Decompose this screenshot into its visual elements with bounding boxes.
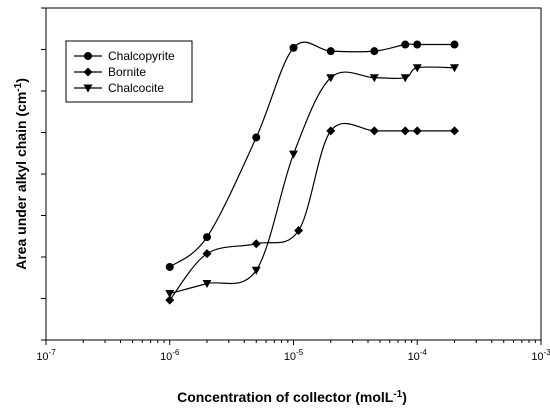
legend-item-bornite: Bornite (74, 65, 146, 79)
series-bornite (165, 122, 460, 305)
y-axis (41, 7, 46, 341)
x-tick-label-0: 10-7 (36, 348, 56, 363)
data-point-bornite (202, 249, 212, 259)
data-point-chalcocite (412, 64, 422, 73)
data-point-chalcocite (289, 150, 298, 159)
data-point-chalcopyrite (401, 40, 410, 49)
legend-marker-chalcopyrite (84, 52, 92, 60)
series-chalcopyrite (165, 40, 459, 271)
x-axis: 10-7 10-6 10-5 10-4 10-3 (36, 340, 550, 363)
legend-marker-chalcocite (83, 84, 93, 93)
x-tick-label-4: 10-3 (531, 348, 550, 363)
data-point-bornite (412, 126, 422, 136)
data-point-chalcopyrite (203, 233, 212, 242)
data-point-bornite (326, 126, 336, 136)
series-line-chalcocite (169, 66, 455, 295)
legend-item-chalcopyrite: Chalcopyrite (74, 49, 175, 63)
data-point-bornite (251, 239, 261, 249)
data-point-chalcocite (369, 74, 379, 83)
data-point-chalcocite (251, 266, 261, 275)
legend-label-chalcocite: Chalcocite (108, 81, 164, 95)
legend: Chalcopyrite Bornite Chalcocite (65, 40, 193, 103)
data-point-chalcopyrite (289, 43, 298, 52)
series-chalcocite (165, 64, 460, 299)
data-point-chalcocite (165, 290, 175, 299)
legend-marker-bornite (83, 67, 93, 77)
data-point-chalcopyrite (326, 47, 335, 56)
series-line-chalcopyrite (169, 41, 455, 268)
x-tick-label-3: 10-4 (408, 348, 428, 363)
series-layer (165, 40, 460, 305)
data-point-chalcocite (326, 74, 336, 83)
data-point-chalcopyrite (165, 262, 174, 271)
data-point-chalcopyrite (252, 133, 261, 142)
data-point-chalcocite (400, 74, 410, 83)
data-point-bornite (294, 225, 304, 235)
legend-label-chalcopyrite: Chalcopyrite (108, 49, 175, 63)
x-tick-label-2: 10-5 (284, 348, 304, 363)
data-point-chalcopyrite (450, 40, 459, 49)
legend-label-bornite: Bornite (108, 65, 146, 79)
legend-item-chalcocite: Chalcocite (74, 81, 164, 95)
data-point-chalcopyrite (413, 40, 422, 49)
series-line-bornite (169, 122, 455, 301)
data-point-chalcopyrite (370, 47, 379, 56)
data-point-chalcocite (202, 280, 212, 289)
data-point-bornite (369, 126, 379, 136)
data-point-bornite (450, 126, 460, 136)
x-tick-label-1: 10-6 (160, 348, 180, 363)
data-point-bornite (165, 295, 175, 305)
data-point-chalcocite (450, 64, 460, 73)
x-axis-title: Concentration of collector (molL-1) (177, 389, 407, 405)
data-point-bornite (400, 126, 410, 136)
y-axis-title: Area under alkyl chain (cm-1) (13, 78, 29, 270)
